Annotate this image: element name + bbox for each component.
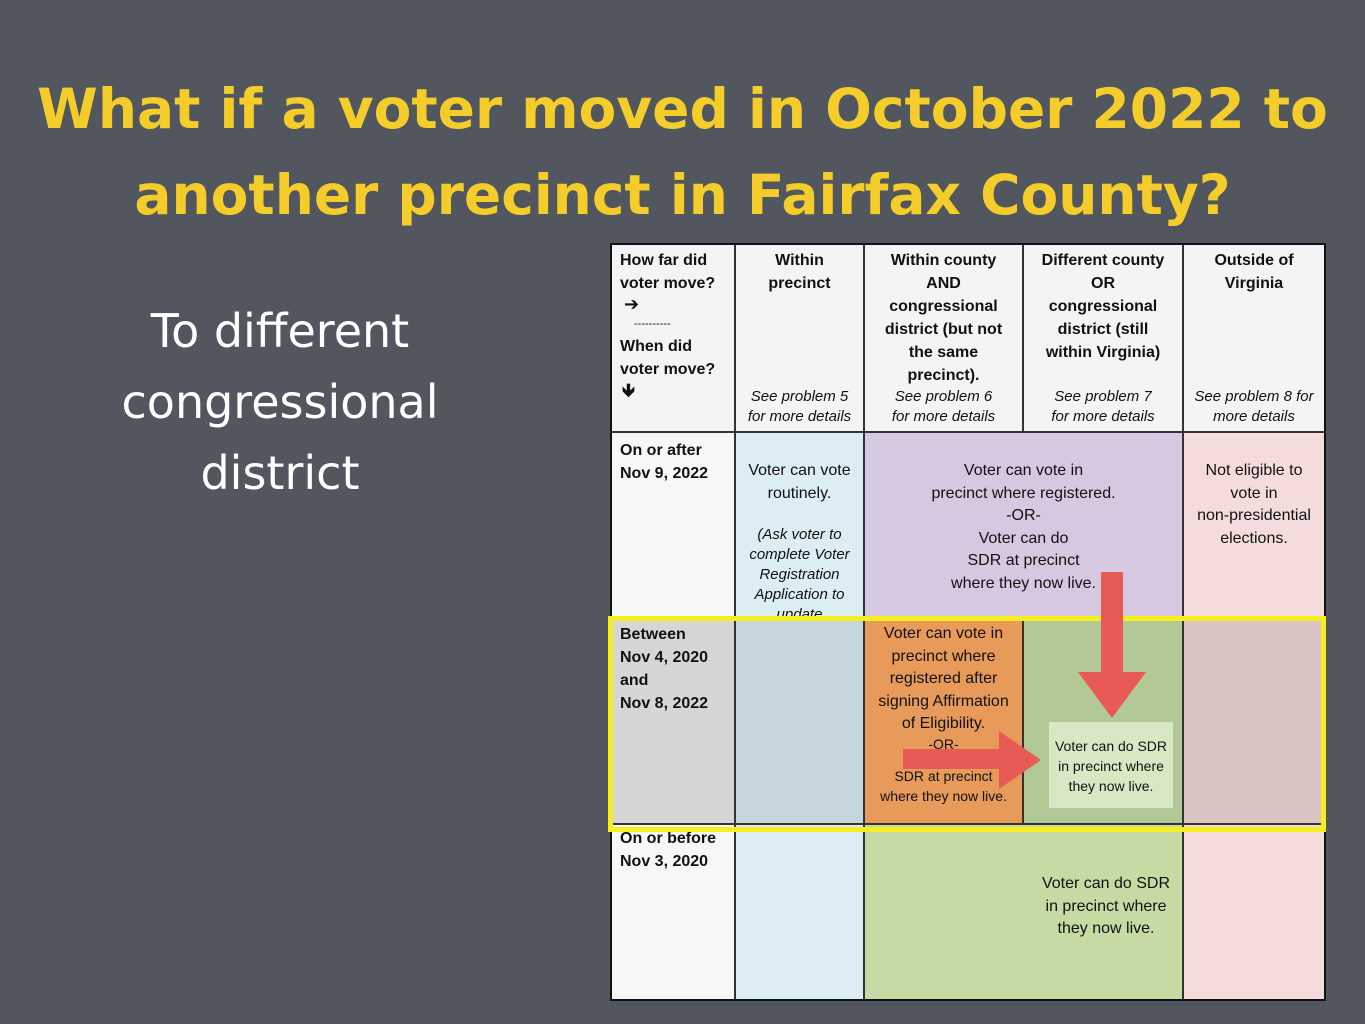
cell-line: where they now live. [951, 574, 1096, 592]
column-header-within-county: Within county AND congressional district… [865, 245, 1024, 433]
corner-question-distance: How far did voter move? [620, 252, 716, 292]
corner-header: How far did voter move? ➔ ---------- Whe… [612, 245, 736, 433]
row-label-line: On or after [620, 442, 702, 459]
title-line-1: What if a voter moved in October 2022 to [37, 77, 1328, 141]
cell-row2-outside-virginia [1184, 617, 1324, 825]
row-label-line: On or before [620, 830, 717, 847]
row-label-between-2020-2022: Between Nov 4, 2020 and Nov 8, 2022 [612, 617, 736, 825]
arrow-right-icon: ➔ [624, 294, 640, 314]
row-label-after-nov-9-2022: On or after Nov 9, 2022 [612, 433, 736, 617]
cell-within-precinct-lower [736, 825, 865, 999]
row-label-line: Nov 3, 2020 [620, 853, 709, 870]
cell-line: signing Affirmation [878, 692, 1009, 710]
sdr-callout-box: Voter can do SDR in precinct where they … [1049, 722, 1173, 808]
row-label-before-nov-3-2020: On or before Nov 3, 2020 [612, 825, 736, 999]
cell-line: in precinct where [1045, 897, 1167, 915]
cell-line: precinct where [891, 647, 996, 665]
arrow-down-icon: 🡻 [622, 380, 635, 400]
column-note: See problem 6 for more details [891, 388, 996, 425]
subtitle-line-3: district [200, 446, 360, 500]
title-line-2: another precinct in Fairfax County? [134, 163, 1231, 227]
subtitle-line-1: To different [150, 304, 410, 358]
subtitle-line-2: congressional [121, 375, 439, 429]
cell-row3-outside-virginia [1184, 825, 1324, 999]
cell-row3-sdr: Voter can do SDR in precinct where they … [865, 825, 1184, 999]
cell-line: Voter can vote in [883, 625, 1004, 642]
cell-line: vote in [1230, 484, 1278, 502]
column-label: Within precinct [768, 252, 831, 292]
column-note: See problem 7 for more details [1051, 388, 1155, 425]
cell-line: Voter can do [978, 529, 1069, 547]
column-label: Different county OR congressional distri… [1041, 252, 1165, 361]
cell-line: where they now live. [880, 787, 1007, 804]
column-note: See problem 8 for more details [1194, 388, 1314, 425]
callout-line: they now live. [1068, 778, 1154, 794]
cell-line: SDR at precinct [894, 767, 993, 784]
slide-title: What if a voter moved in October 2022 to… [0, 66, 1365, 238]
row-label-line: and [620, 672, 649, 689]
cell-line: Voter can do SDR [1041, 875, 1171, 892]
cell-line: registered after [889, 670, 998, 687]
cell-line: they now live. [1057, 920, 1155, 937]
row-label-line: Between [620, 626, 686, 643]
sdr-table: How far did voter move? ➔ ---------- Whe… [610, 243, 1326, 1001]
cell-line: of Eligibility. [901, 715, 986, 732]
subtitle: To different congressional district [90, 296, 470, 509]
corner-divider: ---------- [634, 318, 671, 330]
column-header-different-county: Different county OR congressional distri… [1024, 245, 1184, 433]
cell-row1-outside-virginia: Not eligible to vote in non-presidential… [1184, 433, 1324, 617]
cell-line: -OR- [928, 735, 959, 752]
arrow-down-icon [1078, 572, 1146, 718]
cell-line: Voter can vote in [963, 462, 1084, 479]
cell-row2-affirmation-or-sdr: Voter can vote in precinct where registe… [865, 617, 1024, 825]
column-label: Within county AND congressional district… [884, 252, 1003, 384]
cell-line: SDR at precinct [967, 552, 1080, 569]
cell-row1-vote-or-sdr: Voter can vote in precinct where registe… [865, 433, 1184, 617]
corner-question-date: When did voter move? [620, 338, 716, 378]
column-label: Outside of Virginia [1214, 252, 1294, 292]
column-header-within-precinct: Within precinct See problem 5 for more d… [736, 245, 865, 433]
row-label-line: Nov 4, 2020 [620, 649, 709, 666]
callout-line: Voter can do SDR [1054, 738, 1168, 754]
column-note: See problem 5 for more details [747, 388, 852, 425]
row-label-line: Nov 8, 2022 [620, 695, 709, 712]
cell-line: elections. [1220, 529, 1288, 547]
callout-line: in precinct where [1058, 758, 1164, 774]
row-highlight-frame [608, 616, 1326, 832]
arrow-right-icon [903, 731, 1041, 789]
cell-line: precinct where registered. [931, 484, 1116, 502]
cell-text: Voter can vote routinely. [748, 462, 851, 502]
cell-line: non-presidential [1197, 507, 1311, 524]
column-header-outside-virginia: Outside of Virginia See problem 8 for mo… [1184, 245, 1324, 433]
cell-within-precinct-middle [736, 617, 865, 825]
row-label-line: Nov 9, 2022 [620, 465, 709, 482]
cell-line: -OR- [1006, 507, 1041, 524]
cell-line: Not eligible to [1205, 462, 1303, 479]
cell-within-precinct-upper: Voter can vote routinely. (Ask voter to … [736, 433, 865, 643]
